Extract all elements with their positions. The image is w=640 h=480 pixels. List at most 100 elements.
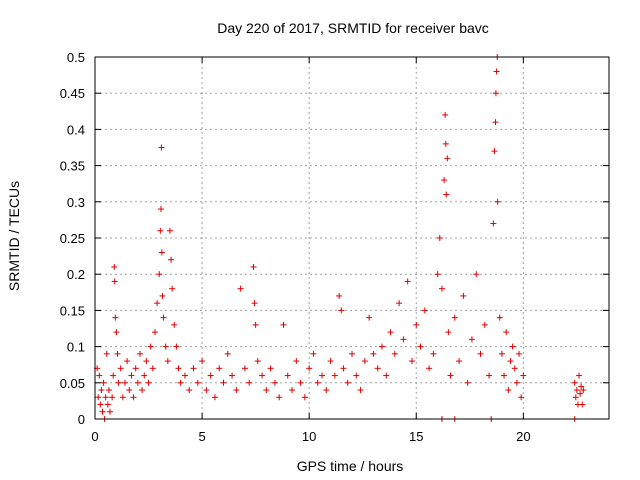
data-point xyxy=(134,379,141,386)
data-point xyxy=(250,263,257,270)
data-point xyxy=(387,329,394,336)
data-point xyxy=(158,249,165,256)
data-point xyxy=(323,387,330,394)
data-point xyxy=(468,336,475,343)
data-point xyxy=(456,358,463,365)
data-point xyxy=(490,220,497,227)
data-point xyxy=(126,387,133,394)
data-point xyxy=(100,379,107,386)
data-point xyxy=(99,408,106,415)
data-point xyxy=(181,372,188,379)
data-point xyxy=(383,372,390,379)
data-point xyxy=(511,365,518,372)
data-point xyxy=(216,365,223,372)
data-point xyxy=(186,387,193,394)
data-point xyxy=(271,379,278,386)
data-point xyxy=(314,379,321,386)
data-point xyxy=(577,390,584,397)
data-point xyxy=(220,379,227,386)
data-point xyxy=(251,300,258,307)
y-tick-label: 0.05 xyxy=(60,376,85,391)
data-point xyxy=(164,358,171,365)
data-point xyxy=(473,271,480,278)
y-axis-label: SRMTID / TECUs xyxy=(6,181,22,291)
y-tick-label: 0.1 xyxy=(67,340,85,355)
data-point xyxy=(111,278,118,285)
data-point xyxy=(361,358,368,365)
data-point xyxy=(443,191,450,198)
y-tick-label: 0.2 xyxy=(67,267,85,282)
data-point xyxy=(413,321,420,328)
data-point xyxy=(576,372,583,379)
data-point xyxy=(237,285,244,292)
y-tick-label: 0.5 xyxy=(67,50,85,65)
data-point xyxy=(97,401,104,408)
data-point xyxy=(276,394,283,401)
data-point xyxy=(297,379,304,386)
data-point xyxy=(112,314,119,321)
data-point xyxy=(252,321,259,328)
data-point xyxy=(434,271,441,278)
x-tick-label: 5 xyxy=(198,429,205,444)
data-point xyxy=(442,140,449,147)
data-point xyxy=(498,350,505,357)
data-point xyxy=(447,372,454,379)
data-point xyxy=(280,321,287,328)
data-point xyxy=(156,271,163,278)
data-point xyxy=(396,300,403,307)
data-point xyxy=(194,379,201,386)
data-point xyxy=(109,394,116,401)
y-tick-label: 0 xyxy=(78,412,85,427)
data-point xyxy=(444,155,451,162)
x-tick-label: 10 xyxy=(302,429,316,444)
data-point xyxy=(233,387,240,394)
data-point xyxy=(518,394,525,401)
data-point xyxy=(481,321,488,328)
data-point xyxy=(263,387,270,394)
data-point xyxy=(117,365,124,372)
data-point xyxy=(166,227,173,234)
data-point xyxy=(145,379,152,386)
data-point xyxy=(289,387,296,394)
data-point xyxy=(103,350,110,357)
data-point xyxy=(353,372,360,379)
data-point xyxy=(105,387,112,394)
data-point xyxy=(400,336,407,343)
data-point xyxy=(496,314,503,321)
data-point xyxy=(513,379,520,386)
data-point xyxy=(203,387,210,394)
y-tick-label: 0.4 xyxy=(67,122,85,137)
data-point xyxy=(579,401,586,408)
data-point xyxy=(338,307,345,314)
data-point xyxy=(573,387,580,394)
x-tick-label: 0 xyxy=(91,429,98,444)
data-point xyxy=(374,365,381,372)
y-axis-ticks: 0 0.05 0.1 0.15 0.2 0.25 0.3 0.35 0.4 0.45 0.5 xyxy=(60,50,609,427)
data-point xyxy=(149,365,156,372)
data-point xyxy=(520,372,527,379)
data-point xyxy=(259,372,266,379)
data-point xyxy=(132,365,139,372)
data-point xyxy=(157,227,164,234)
data-point xyxy=(494,198,501,205)
x-axis-ticks: 0 5 10 15 20 xyxy=(91,57,531,444)
x-tick-label: 20 xyxy=(516,429,530,444)
data-point xyxy=(114,350,121,357)
data-point xyxy=(301,394,308,401)
data-point xyxy=(306,365,313,372)
data-point xyxy=(430,350,437,357)
data-point xyxy=(246,379,253,386)
data-point xyxy=(169,285,176,292)
data-points xyxy=(94,54,587,422)
data-point xyxy=(505,387,512,394)
data-point xyxy=(154,300,161,307)
data-point xyxy=(460,292,467,299)
data-point xyxy=(207,372,214,379)
data-point xyxy=(211,394,218,401)
data-point xyxy=(408,358,415,365)
data-point xyxy=(128,372,135,379)
data-point xyxy=(139,387,146,394)
data-point xyxy=(357,387,364,394)
data-point xyxy=(147,343,154,350)
